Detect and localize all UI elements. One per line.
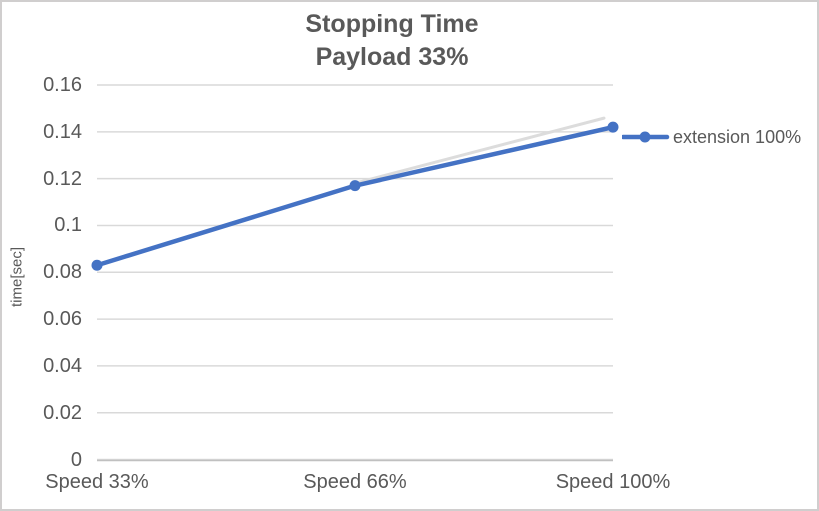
data-point-marker (607, 121, 619, 133)
y-tick-label: 0.1 (54, 214, 82, 237)
line-shadow-artifact (355, 116, 606, 185)
chart-title-line2: Payload 33% (315, 43, 469, 71)
y-tick-label: 0 (70, 448, 82, 471)
data-point-marker (91, 259, 103, 271)
legend-line-marker-icon (622, 131, 670, 143)
y-tick-label: 0.08 (43, 261, 82, 284)
y-tick-label: 0.14 (43, 120, 82, 143)
y-tick-label: 0.16 (43, 74, 82, 96)
x-tick-label: Speed 66% (303, 471, 407, 493)
x-tick-label: Speed 100% (555, 471, 671, 493)
y-tick-label: 0.12 (43, 167, 82, 190)
chart-title-line1: Stopping Time (305, 10, 479, 38)
series-line (94, 124, 616, 268)
legend[interactable]: extension 100% (622, 126, 801, 148)
x-tick-label: Speed 33% (45, 471, 149, 493)
chart-title[interactable]: Stopping Time Payload 33% (2, 8, 782, 74)
y-tick-label: 0.02 (43, 401, 82, 424)
legend-label: extension 100% (673, 127, 802, 147)
data-point-marker (349, 180, 361, 192)
y-tick-label: 0.06 (43, 308, 82, 331)
y-tick-label: 0.04 (43, 354, 82, 377)
